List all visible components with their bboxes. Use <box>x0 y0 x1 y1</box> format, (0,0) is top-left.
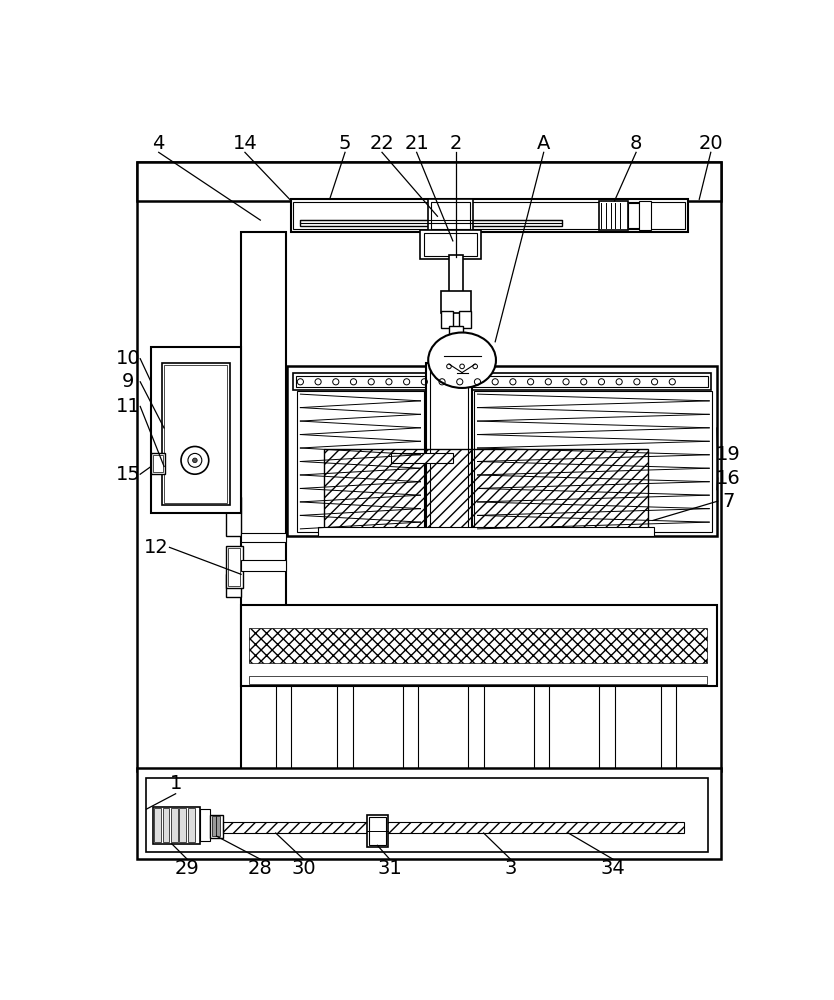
Bar <box>291 199 688 232</box>
Bar <box>217 816 220 836</box>
Text: 2: 2 <box>450 134 462 153</box>
Bar <box>324 449 648 533</box>
Bar <box>599 201 628 230</box>
Bar <box>431 202 470 229</box>
Text: 31: 31 <box>377 859 402 878</box>
Bar <box>153 455 163 472</box>
Bar <box>276 686 291 771</box>
Text: 16: 16 <box>716 469 741 488</box>
Bar <box>212 816 216 836</box>
Text: 1: 1 <box>169 774 182 793</box>
Text: 30: 30 <box>291 859 316 878</box>
Bar <box>171 808 178 842</box>
Bar <box>367 815 388 847</box>
Bar <box>369 817 386 845</box>
Bar <box>137 162 721 201</box>
Bar <box>426 363 472 532</box>
Text: 19: 19 <box>716 445 741 464</box>
Bar <box>391 391 453 403</box>
Bar <box>179 808 187 842</box>
Text: 3: 3 <box>505 859 517 878</box>
Bar <box>151 453 165 474</box>
Bar <box>226 574 241 597</box>
Bar <box>249 676 707 684</box>
Bar <box>241 533 286 542</box>
Bar <box>164 365 227 503</box>
Bar <box>445 353 479 360</box>
Bar <box>297 391 424 532</box>
Text: 34: 34 <box>600 859 626 878</box>
Text: 5: 5 <box>339 134 351 153</box>
Bar <box>318 527 654 536</box>
Bar <box>226 546 243 588</box>
Text: 28: 28 <box>248 859 273 878</box>
Bar <box>228 548 240 586</box>
Bar <box>449 326 463 339</box>
Bar <box>457 359 468 397</box>
Bar <box>300 220 562 226</box>
Bar <box>137 162 721 771</box>
Ellipse shape <box>428 333 496 388</box>
Bar <box>468 686 484 771</box>
Bar <box>459 311 470 328</box>
Bar <box>639 201 651 230</box>
Bar <box>428 199 473 232</box>
Text: 11: 11 <box>116 397 140 416</box>
Text: 15: 15 <box>115 465 140 484</box>
Bar <box>661 686 676 771</box>
Bar <box>153 807 200 844</box>
Text: 22: 22 <box>369 134 394 153</box>
Text: 21: 21 <box>404 134 429 153</box>
Bar <box>420 230 480 259</box>
Bar <box>241 560 286 571</box>
Bar <box>441 311 453 328</box>
Bar <box>162 363 229 505</box>
Bar <box>224 822 684 833</box>
Bar <box>451 336 460 345</box>
Bar <box>475 391 712 532</box>
Bar <box>151 347 241 513</box>
Text: 10: 10 <box>116 349 140 368</box>
Text: 14: 14 <box>233 134 258 153</box>
Bar <box>441 291 470 312</box>
Text: 20: 20 <box>698 134 723 153</box>
Bar <box>200 809 209 841</box>
Bar <box>296 376 708 387</box>
Bar <box>391 453 453 463</box>
Bar <box>599 686 615 771</box>
Text: 9: 9 <box>122 372 134 391</box>
Text: 8: 8 <box>630 134 642 153</box>
Bar <box>628 203 639 228</box>
Bar <box>449 255 463 293</box>
Circle shape <box>193 458 197 463</box>
Bar <box>294 373 711 389</box>
Text: 12: 12 <box>144 538 168 557</box>
Bar <box>249 628 707 663</box>
Text: 29: 29 <box>175 859 199 878</box>
Bar <box>137 768 721 859</box>
Bar <box>210 815 223 838</box>
Bar <box>455 339 470 351</box>
Bar <box>534 686 549 771</box>
Bar <box>226 497 241 536</box>
Bar <box>294 202 686 229</box>
Bar <box>424 233 478 256</box>
Bar <box>241 232 286 771</box>
Bar <box>154 808 161 842</box>
Text: 7: 7 <box>722 492 735 511</box>
Text: A: A <box>537 134 550 153</box>
Bar <box>163 808 169 842</box>
Bar <box>337 686 353 771</box>
Bar <box>430 364 468 530</box>
Bar <box>147 778 708 852</box>
Bar <box>188 808 195 842</box>
Bar <box>241 605 717 686</box>
Bar <box>287 366 717 536</box>
Text: 4: 4 <box>153 134 165 153</box>
Bar <box>403 686 418 771</box>
